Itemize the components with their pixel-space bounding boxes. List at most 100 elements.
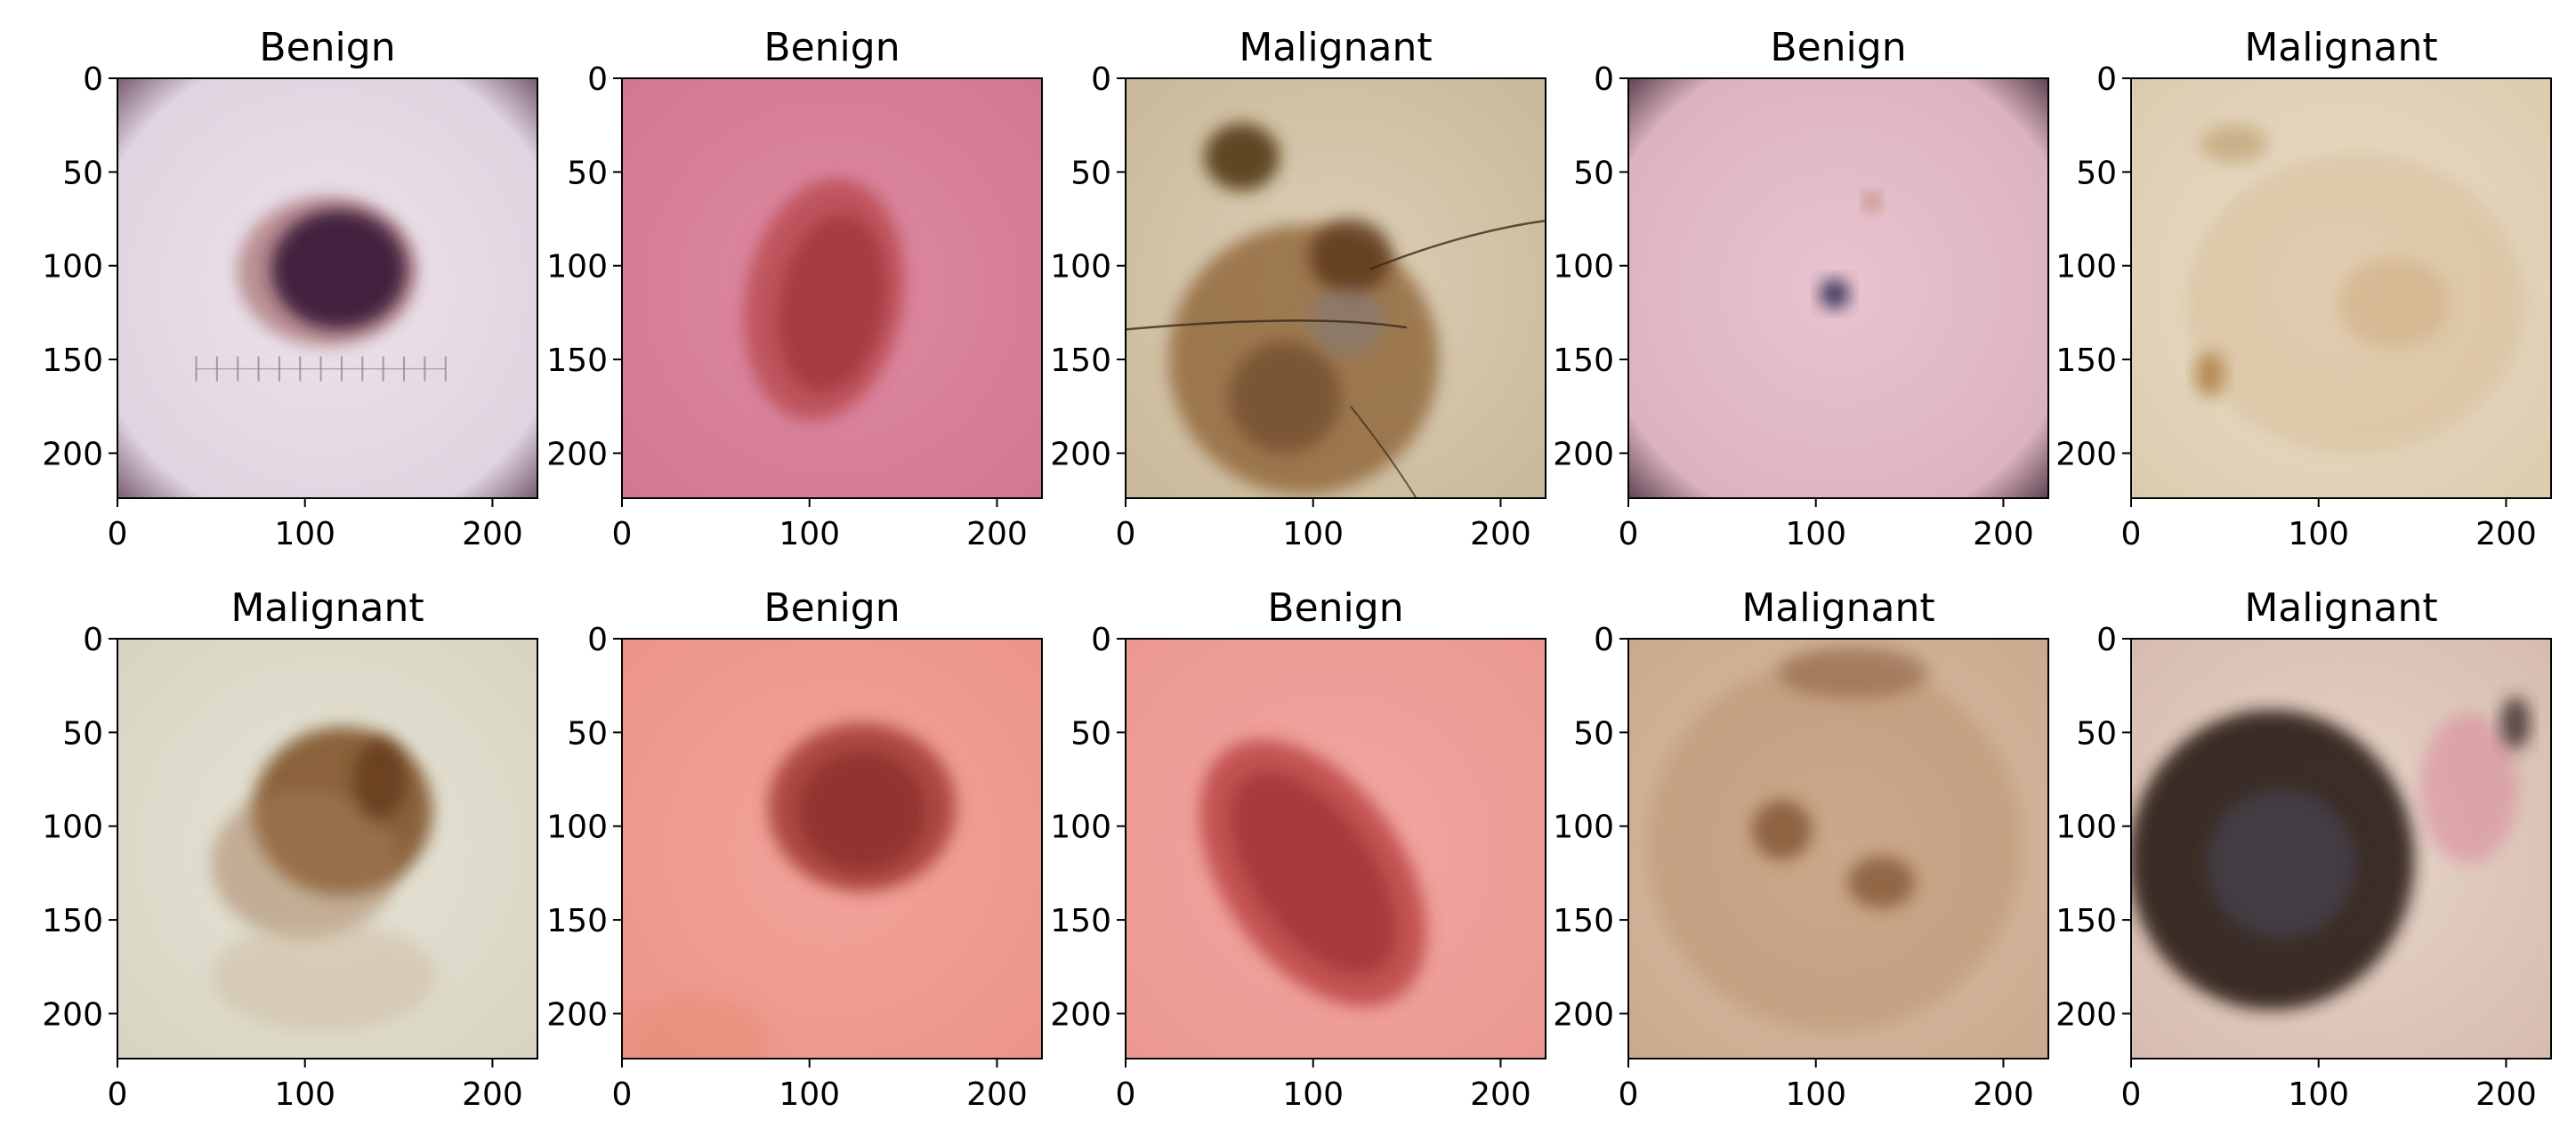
- lesion-blob: [2337, 258, 2451, 349]
- dermoscopy-image: [117, 78, 537, 498]
- axes-frame: [1627, 638, 2049, 1059]
- x-tick-label: 100: [2288, 1076, 2349, 1113]
- y-tick-label: 50: [1070, 715, 1111, 752]
- panel-6: Malignant 0 100 200 0 50 100 150 200: [42, 585, 538, 1113]
- panel-title: Malignant: [1239, 25, 1432, 70]
- x-tick-label: 0: [108, 1076, 128, 1113]
- y-tick-label: 150: [1553, 903, 1614, 939]
- axes-frame: [1627, 77, 2049, 499]
- panel-10: Malignant 0 100 200 0 50 100 150 200: [2055, 585, 2552, 1113]
- y-tick-label: 0: [1091, 622, 1111, 658]
- y-tick-label: 100: [2055, 249, 2117, 286]
- lesion-blob: [778, 214, 886, 392]
- vignette: [1628, 78, 2048, 498]
- x-tick-label: 200: [1470, 516, 1531, 552]
- lesion-blob: [2206, 788, 2356, 939]
- x-tick-label: 200: [1470, 1076, 1531, 1113]
- hair: [1369, 219, 1546, 271]
- axes-frame: [117, 77, 538, 499]
- dermoscopy-image: [622, 639, 1042, 1059]
- hair: [1126, 319, 1408, 331]
- x-tick-label: 100: [274, 516, 335, 552]
- lesion-blob: [1204, 123, 1280, 191]
- x-tick-label: 200: [462, 1076, 523, 1113]
- y-tick-label: 50: [2076, 155, 2117, 191]
- y-tick-label: 100: [1553, 249, 1614, 286]
- y-tick-label: 200: [1553, 436, 1614, 472]
- panel-title: Malignant: [230, 585, 424, 631]
- lesion-blob: [1309, 219, 1393, 294]
- y-tick-label: 150: [1050, 342, 1111, 379]
- x-tick-label: 0: [1619, 516, 1639, 552]
- y-tick-label: 200: [1050, 996, 1111, 1033]
- lesion-blob: [1230, 771, 1396, 975]
- y-tick-label: 200: [2055, 436, 2117, 472]
- x-tick-label: 100: [779, 516, 840, 552]
- panel-1: Benign 0 100 200 0 50 100 150 200: [42, 25, 538, 552]
- y-tick-label: 100: [546, 249, 608, 286]
- x-tick-label: 0: [1619, 1076, 1639, 1113]
- x-tick-label: 100: [2288, 516, 2349, 552]
- axes-frame: [621, 77, 1043, 499]
- x-tick-label: 200: [462, 516, 523, 552]
- panel-title: Benign: [763, 585, 900, 631]
- y-tick-label: 200: [1050, 436, 1111, 472]
- panel-9: Malignant 0 100 200 0 50 100 150 200: [1553, 585, 2049, 1113]
- panel-2: Benign 0 100 200 0 50 100 150 200: [546, 25, 1043, 552]
- dermoscopy-image: [2131, 639, 2551, 1059]
- y-tick-label: 50: [62, 155, 103, 191]
- x-tick-label: 0: [1116, 1076, 1136, 1113]
- lesion-blob: [1228, 341, 1342, 454]
- dermoscopy-image: [117, 639, 537, 1059]
- dermoscopy-image: [1628, 639, 2048, 1059]
- y-tick-label: 0: [1594, 622, 1614, 658]
- axes-frame: [117, 638, 538, 1059]
- lesion-blob: [2500, 697, 2531, 750]
- lesion-blob: [2200, 125, 2268, 163]
- y-tick-label: 200: [2055, 996, 2117, 1033]
- x-tick-label: 200: [1973, 516, 2034, 552]
- panel-title: Malignant: [2244, 25, 2437, 70]
- lesion-blob: [1647, 657, 2023, 1033]
- y-tick-label: 100: [42, 249, 103, 286]
- lesion-blob: [622, 995, 772, 1059]
- axes-frame: [1125, 638, 1546, 1059]
- panel-3: Malignant 0 100 200 0 50 100 150 200: [1050, 25, 1546, 552]
- x-tick-label: 0: [612, 1076, 633, 1113]
- panel-title: Malignant: [2244, 585, 2437, 631]
- y-tick-label: 150: [2055, 342, 2117, 379]
- y-tick-label: 200: [546, 996, 608, 1033]
- x-tick-label: 0: [108, 516, 128, 552]
- x-tick-label: 200: [966, 1076, 1028, 1113]
- y-tick-label: 100: [2055, 810, 2117, 846]
- x-tick-label: 100: [1282, 1076, 1344, 1113]
- panel-title: Malignant: [1741, 585, 1934, 631]
- y-tick-label: 100: [42, 810, 103, 846]
- y-tick-label: 0: [1594, 61, 1614, 98]
- lesion-blob: [1752, 800, 1813, 860]
- y-tick-label: 150: [546, 903, 608, 939]
- y-tick-label: 200: [42, 436, 103, 472]
- lesion-blob: [353, 737, 407, 821]
- panel-title: Benign: [259, 25, 395, 70]
- y-tick-label: 50: [1070, 155, 1111, 191]
- y-tick-label: 150: [42, 342, 103, 379]
- panel-8: Benign 0 100 200 0 50 100 150 200: [1050, 585, 1546, 1113]
- y-tick-label: 50: [62, 715, 103, 752]
- lesion-blob: [1778, 646, 1929, 699]
- x-tick-label: 0: [2121, 516, 2142, 552]
- axes-frame: [621, 638, 1043, 1059]
- x-tick-label: 200: [1973, 1076, 2034, 1113]
- y-tick-label: 100: [1050, 249, 1111, 286]
- y-tick-label: 0: [83, 61, 103, 98]
- y-tick-label: 0: [587, 61, 608, 98]
- y-tick-label: 150: [1050, 903, 1111, 939]
- x-tick-label: 200: [966, 516, 1028, 552]
- y-tick-label: 50: [567, 715, 608, 752]
- x-tick-label: 200: [2475, 516, 2537, 552]
- y-tick-label: 100: [1050, 810, 1111, 846]
- y-tick-label: 150: [42, 903, 103, 939]
- y-tick-label: 0: [2096, 622, 2117, 658]
- y-tick-label: 50: [567, 155, 608, 191]
